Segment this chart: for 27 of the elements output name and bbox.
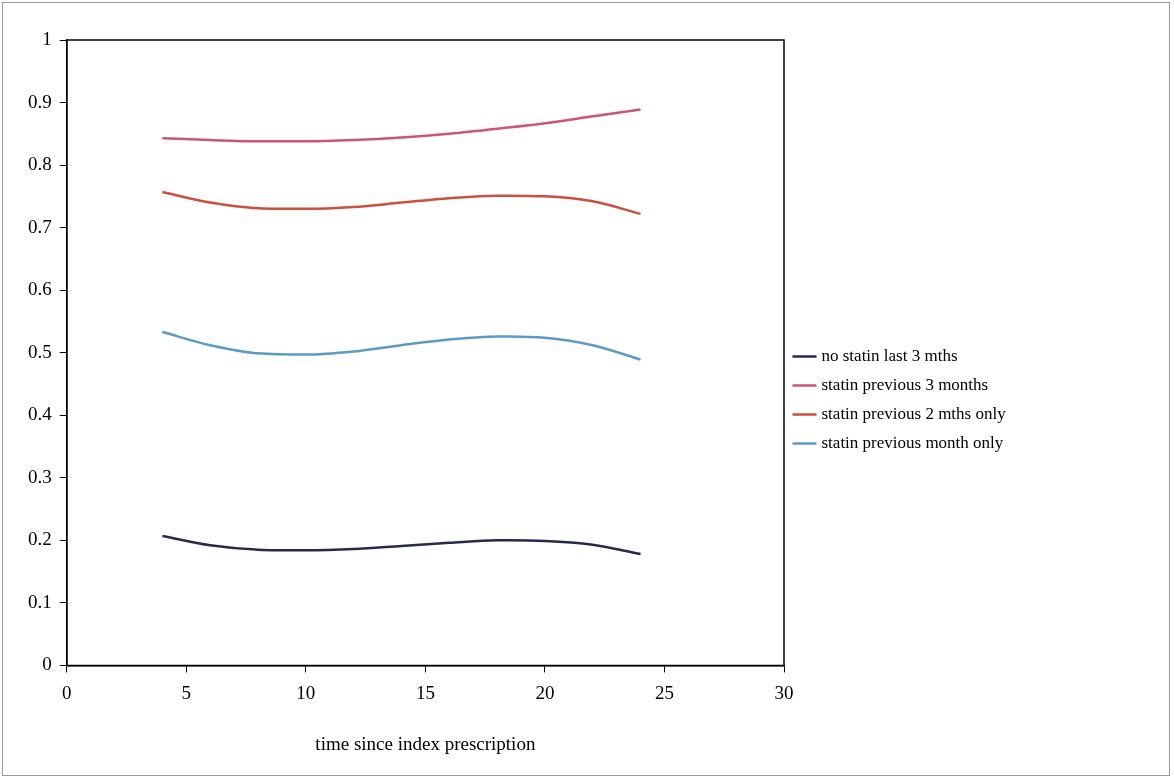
x-tick-label: 5 <box>181 681 192 703</box>
y-tick-label: 0.8 <box>28 153 52 175</box>
y-tick-label: 0.4 <box>28 403 53 425</box>
y-tick-label: 0.1 <box>28 590 52 612</box>
y-tick-label: 1 <box>42 27 52 49</box>
x-tick-label: 10 <box>296 681 316 703</box>
legend-label: statin previous 2 mths only <box>821 403 1007 423</box>
legend-label: statin previous 3 months <box>821 374 989 394</box>
x-tick-label: 20 <box>535 681 555 703</box>
y-tick-label: 0.9 <box>28 90 52 112</box>
x-tick-label: 30 <box>774 681 794 703</box>
line-series <box>161 330 642 361</box>
line-series <box>161 534 642 556</box>
y-tick-label: 0 <box>42 653 52 675</box>
x-tick-label: 25 <box>654 681 674 703</box>
y-tick-label: 0.6 <box>28 278 52 300</box>
line-series <box>161 108 642 143</box>
legend-label: no statin last 3 mths <box>821 345 958 365</box>
x-axis-title: time since index prescription <box>315 732 536 754</box>
y-tick-label: 0.7 <box>28 215 52 237</box>
y-tick-label: 0.5 <box>28 340 52 362</box>
y-tick-label: 0.3 <box>28 465 52 487</box>
x-tick-label: 0 <box>62 681 72 703</box>
y-tick-label: 0.2 <box>28 528 52 550</box>
legend-label: statin previous month only <box>821 432 1004 452</box>
line-series <box>161 190 642 216</box>
x-tick-label: 15 <box>415 681 435 703</box>
